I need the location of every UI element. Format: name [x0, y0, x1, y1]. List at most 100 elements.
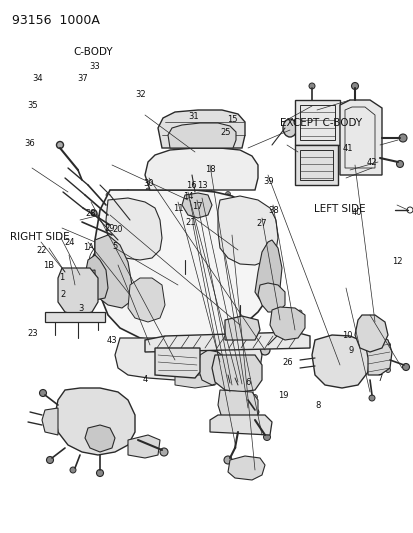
Ellipse shape [330, 350, 352, 375]
Polygon shape [354, 315, 387, 352]
Ellipse shape [396, 160, 403, 167]
Text: 26: 26 [282, 358, 292, 367]
Ellipse shape [242, 198, 247, 203]
Ellipse shape [106, 298, 110, 302]
Polygon shape [128, 435, 159, 458]
Text: C-BODY: C-BODY [73, 47, 113, 56]
Ellipse shape [96, 258, 100, 262]
Ellipse shape [39, 390, 46, 397]
Ellipse shape [149, 193, 154, 198]
Ellipse shape [262, 213, 266, 217]
Ellipse shape [62, 303, 67, 309]
Ellipse shape [187, 350, 192, 354]
Polygon shape [158, 110, 244, 148]
Ellipse shape [87, 303, 92, 309]
Polygon shape [254, 240, 281, 300]
Text: 1: 1 [59, 273, 64, 281]
Ellipse shape [185, 188, 190, 192]
Text: 17: 17 [192, 203, 203, 211]
Ellipse shape [308, 83, 314, 89]
Ellipse shape [102, 293, 106, 297]
Polygon shape [55, 388, 135, 455]
Ellipse shape [219, 394, 224, 400]
Text: 18: 18 [204, 165, 215, 174]
Polygon shape [294, 145, 337, 185]
Ellipse shape [368, 395, 374, 401]
Text: 16: 16 [185, 181, 196, 190]
Text: 24: 24 [64, 238, 75, 247]
Text: 34: 34 [33, 75, 43, 83]
Ellipse shape [364, 326, 378, 344]
Polygon shape [106, 198, 161, 260]
Polygon shape [224, 316, 259, 340]
Text: 38: 38 [267, 206, 278, 215]
Text: 11: 11 [172, 205, 183, 213]
Ellipse shape [98, 276, 102, 280]
Ellipse shape [187, 190, 192, 195]
Ellipse shape [275, 330, 279, 334]
Ellipse shape [223, 456, 231, 464]
Ellipse shape [144, 351, 151, 359]
Text: 21: 21 [185, 219, 195, 227]
Ellipse shape [159, 370, 164, 376]
Ellipse shape [252, 409, 259, 415]
Ellipse shape [275, 310, 279, 314]
Ellipse shape [167, 190, 172, 196]
Text: EXCEPT C-BODY: EXCEPT C-BODY [279, 118, 361, 127]
Text: 4: 4 [142, 375, 147, 384]
Ellipse shape [337, 358, 346, 367]
Text: 25: 25 [220, 128, 230, 136]
Polygon shape [85, 425, 115, 452]
Ellipse shape [98, 258, 102, 262]
Text: 29: 29 [104, 224, 115, 232]
Ellipse shape [140, 347, 156, 363]
Ellipse shape [297, 330, 301, 334]
Ellipse shape [92, 246, 124, 278]
Text: 32: 32 [135, 91, 146, 99]
Ellipse shape [225, 194, 230, 198]
Ellipse shape [91, 210, 97, 216]
Text: 6: 6 [245, 378, 250, 387]
Ellipse shape [87, 271, 92, 277]
Ellipse shape [187, 370, 192, 376]
Text: 1B: 1B [43, 261, 54, 270]
Text: 23: 23 [27, 329, 38, 337]
Ellipse shape [282, 119, 296, 137]
Text: 1A: 1A [83, 244, 93, 252]
Ellipse shape [56, 141, 63, 149]
Ellipse shape [100, 218, 104, 222]
Text: 33: 33 [89, 62, 100, 71]
Polygon shape [211, 355, 261, 392]
Ellipse shape [262, 425, 267, 431]
Text: 39: 39 [262, 177, 273, 185]
Ellipse shape [401, 364, 408, 370]
Ellipse shape [75, 287, 80, 293]
Text: 27: 27 [256, 220, 266, 228]
Ellipse shape [70, 467, 76, 473]
Polygon shape [168, 123, 235, 148]
Ellipse shape [238, 378, 245, 385]
Polygon shape [145, 332, 309, 352]
Ellipse shape [96, 278, 100, 282]
Ellipse shape [134, 341, 161, 369]
Text: 20: 20 [112, 225, 123, 233]
Text: 12: 12 [391, 257, 402, 265]
Ellipse shape [259, 345, 269, 355]
Ellipse shape [225, 361, 250, 389]
Polygon shape [269, 307, 304, 340]
Text: 9: 9 [348, 346, 353, 355]
Ellipse shape [272, 228, 276, 232]
Ellipse shape [90, 417, 100, 427]
Polygon shape [95, 190, 277, 342]
Ellipse shape [364, 159, 370, 165]
Polygon shape [228, 456, 264, 480]
Text: 42: 42 [366, 158, 376, 167]
Polygon shape [364, 335, 391, 375]
Polygon shape [154, 348, 199, 378]
Ellipse shape [96, 470, 103, 477]
Ellipse shape [159, 350, 164, 354]
Ellipse shape [252, 394, 257, 400]
Polygon shape [42, 408, 58, 435]
Ellipse shape [398, 134, 406, 142]
Text: 43: 43 [106, 336, 117, 344]
